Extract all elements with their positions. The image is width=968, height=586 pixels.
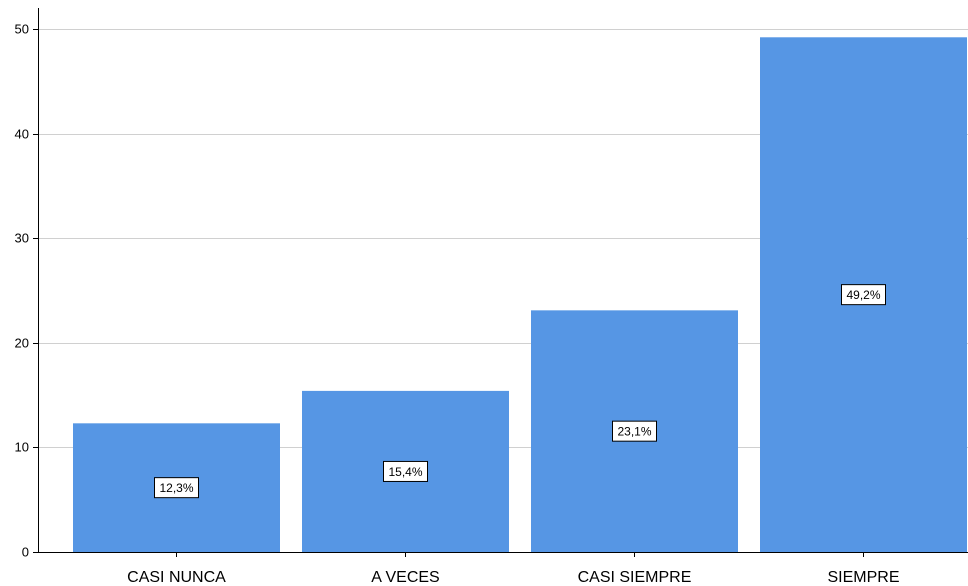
data-label: 15,4% — [388, 465, 422, 479]
data-label: 23,1% — [617, 425, 651, 439]
data-label-box — [383, 460, 428, 482]
data-label-box — [612, 420, 657, 442]
data-label-box — [841, 284, 886, 306]
y-tick-label: 30 — [15, 231, 29, 246]
bars — [73, 37, 967, 553]
data-label-box — [154, 477, 199, 499]
y-tick-label: 40 — [15, 127, 29, 142]
data-label: 12,3% — [159, 481, 193, 495]
x-category-label: CASI NUNCA — [127, 569, 226, 586]
y-tick-label: 10 — [15, 440, 29, 455]
y-tick-label: 20 — [15, 336, 29, 351]
y-tick-label: 0 — [22, 545, 29, 560]
data-label: 49,2% — [846, 288, 880, 302]
y-tick-label: 50 — [15, 22, 29, 37]
x-category-label: SIEMPRE — [827, 569, 899, 586]
data-labels: 12,3% 15,4% 23,1% 49,2% — [154, 284, 886, 499]
x-category-label: A VECES — [371, 569, 439, 586]
x-category-label: CASI SIEMPRE — [578, 569, 692, 586]
axes: 0 10 20 30 40 50 CASI NUNCA A VECES CASI SIEMPRE… — [15, 8, 968, 586]
